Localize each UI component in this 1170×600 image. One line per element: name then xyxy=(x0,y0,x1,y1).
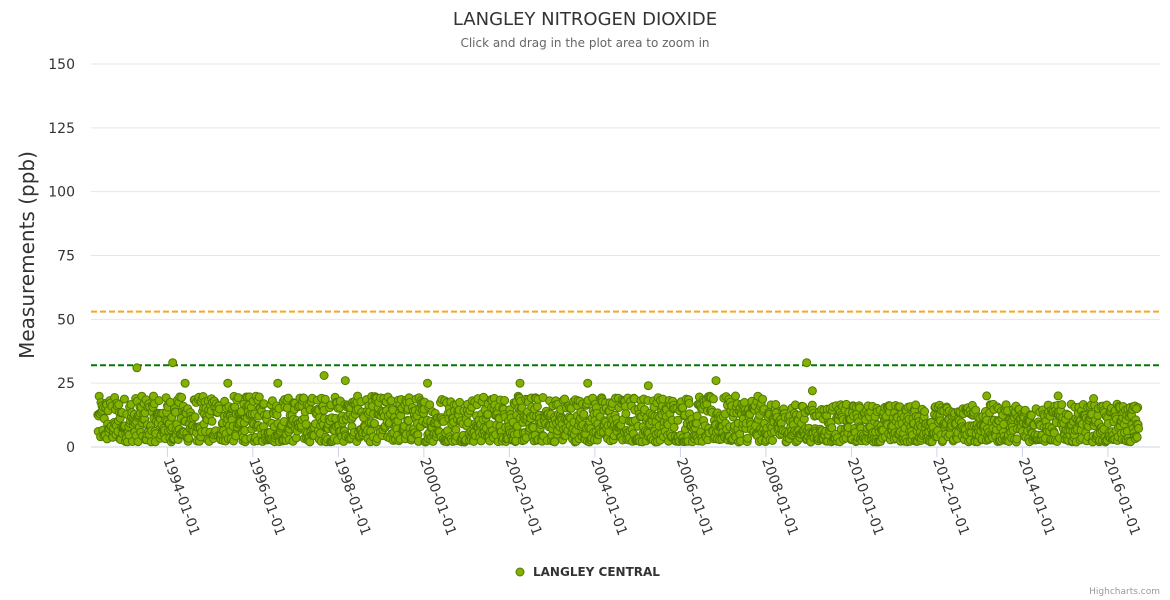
series-langley-central[interactable] xyxy=(93,358,1144,447)
data-point[interactable] xyxy=(673,415,683,425)
chart-subtitle: Click and drag in the plot area to zoom … xyxy=(460,36,709,50)
legend-marker-icon xyxy=(515,567,525,577)
data-point[interactable] xyxy=(1063,410,1073,420)
data-point-peak[interactable] xyxy=(273,378,283,388)
data-point[interactable] xyxy=(692,411,702,421)
data-point-peak[interactable] xyxy=(807,386,817,396)
data-point[interactable] xyxy=(190,412,200,422)
data-point[interactable] xyxy=(684,398,694,408)
data-point-peak[interactable] xyxy=(1132,404,1141,414)
data-point-peak[interactable] xyxy=(168,358,178,368)
data-point[interactable] xyxy=(731,391,740,401)
data-point-peak[interactable] xyxy=(340,376,350,386)
legend[interactable]: LANGLEY CENTRAL xyxy=(515,565,660,579)
data-point-peak[interactable] xyxy=(711,376,721,386)
data-point[interactable] xyxy=(370,419,379,428)
data-point[interactable] xyxy=(579,409,589,419)
data-point[interactable] xyxy=(1026,410,1036,420)
data-point[interactable] xyxy=(184,433,194,443)
y-gridlines xyxy=(91,63,1160,448)
data-point[interactable] xyxy=(1132,432,1142,442)
data-point[interactable] xyxy=(827,423,837,433)
data-point-peak[interactable] xyxy=(319,371,329,380)
y-tick-label: 50 xyxy=(57,312,75,328)
data-point[interactable] xyxy=(621,409,631,419)
data-point[interactable] xyxy=(254,392,264,402)
data-point[interactable] xyxy=(320,394,330,404)
data-point[interactable] xyxy=(709,394,718,404)
data-point[interactable] xyxy=(768,436,777,445)
y-tick-label: 100 xyxy=(48,185,75,201)
legend-item-langley-central[interactable]: LANGLEY CENTRAL xyxy=(533,565,660,579)
data-point[interactable] xyxy=(758,394,768,404)
data-point[interactable] xyxy=(1012,434,1022,444)
y-tick-label: 25 xyxy=(57,376,75,392)
data-point-peak[interactable] xyxy=(802,358,812,368)
data-point[interactable] xyxy=(119,394,129,404)
data-point[interactable] xyxy=(550,437,560,447)
y-tick-label: 0 xyxy=(66,440,75,456)
data-point[interactable] xyxy=(207,416,217,426)
y-axis-label: Measurements (ppb) xyxy=(15,151,39,359)
data-point[interactable] xyxy=(771,400,781,409)
data-point-peak[interactable] xyxy=(180,378,190,388)
data-point[interactable] xyxy=(1057,400,1067,410)
data-point-peak[interactable] xyxy=(1089,394,1099,403)
data-point-peak[interactable] xyxy=(515,378,525,388)
data-point[interactable] xyxy=(455,397,465,407)
data-point[interactable] xyxy=(669,423,679,432)
data-point[interactable] xyxy=(177,392,187,402)
y-axis-ticks: 0 25 50 75 100 125 150 xyxy=(48,57,75,456)
data-point-peak[interactable] xyxy=(223,378,233,388)
data-point-peak[interactable] xyxy=(423,378,432,388)
data-point[interactable] xyxy=(743,433,753,443)
data-point[interactable] xyxy=(1134,423,1144,433)
data-point-peak[interactable] xyxy=(982,391,992,401)
chart-title: LANGLEY NITROGEN DIOXIDE xyxy=(453,9,717,30)
data-point[interactable] xyxy=(233,393,243,403)
data-point-peak[interactable] xyxy=(643,381,653,391)
credits-link[interactable]: Highcharts.com xyxy=(1089,587,1160,597)
data-point[interactable] xyxy=(911,400,921,410)
threshold-lines xyxy=(91,310,1160,367)
data-point[interactable] xyxy=(920,407,930,416)
y-tick-label: 150 xyxy=(48,57,75,73)
data-point-peak[interactable] xyxy=(132,363,142,373)
data-point[interactable] xyxy=(560,394,570,404)
data-point-peak[interactable] xyxy=(1053,391,1063,401)
data-point[interactable] xyxy=(500,396,510,405)
data-point-peak[interactable] xyxy=(583,378,593,388)
y-tick-label: 125 xyxy=(48,121,75,137)
y-tick-label: 75 xyxy=(57,249,75,265)
